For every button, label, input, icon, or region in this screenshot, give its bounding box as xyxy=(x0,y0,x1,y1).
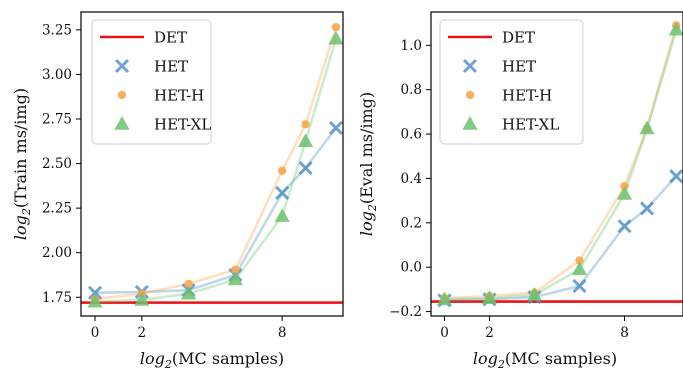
point-het-xl xyxy=(616,185,633,200)
point-het xyxy=(298,160,313,176)
point-het-xl xyxy=(134,291,150,306)
point-het xyxy=(669,169,683,184)
legend-label: DET xyxy=(502,29,535,47)
y-tick-label: 0.2 xyxy=(401,215,422,231)
legend-label: HET-H xyxy=(154,87,204,105)
point-het xyxy=(639,201,655,216)
point-het xyxy=(572,278,587,294)
y-tick-label: 2.25 xyxy=(42,201,72,217)
point-het-xl xyxy=(87,293,103,308)
legend-marker-het-h xyxy=(117,90,127,100)
x-tick-label: 2 xyxy=(138,325,147,341)
y-tick-label: 1.0 xyxy=(401,38,422,54)
point-het-xl xyxy=(526,286,543,301)
x-tick-label: 2 xyxy=(485,325,494,341)
legend-marker-het-h xyxy=(465,90,475,100)
legend: DET HET HET-H HET-XL xyxy=(439,19,584,145)
legend-marker-het-xl xyxy=(114,116,130,130)
point-het-xl xyxy=(274,208,290,222)
y-tick-label: 3.25 xyxy=(42,22,72,38)
point-het-xl xyxy=(639,120,655,135)
legend-label: DET xyxy=(154,29,187,47)
legend: DET HET HET-H HET-XL xyxy=(91,19,212,145)
legend-label: HET xyxy=(502,58,536,76)
y-tick-label: 2.00 xyxy=(42,245,72,261)
point-het-h xyxy=(301,120,310,129)
series-line-het xyxy=(95,127,338,295)
point-het-xl xyxy=(181,285,197,300)
point-het-h xyxy=(277,166,287,175)
legend-marker-het xyxy=(462,58,478,74)
legend-box xyxy=(439,19,584,145)
y-tick-label: 0.6 xyxy=(401,127,422,143)
point-het-xl xyxy=(328,30,344,45)
y-tick-label: 2.50 xyxy=(42,156,72,172)
x-tick-label: 8 xyxy=(278,325,287,341)
point-het xyxy=(617,219,632,234)
y-tick-label: 2.75 xyxy=(42,111,72,127)
point-het xyxy=(275,185,290,201)
point-het-h xyxy=(575,256,584,265)
legend-marker-het xyxy=(114,58,130,74)
legend-box xyxy=(91,19,212,145)
legend-label: HET-XL xyxy=(502,116,559,134)
x-tick-label: 0 xyxy=(91,325,100,341)
x-tick-label: 0 xyxy=(440,325,449,341)
y-tick-label: −0.2 xyxy=(389,304,422,320)
series-line-het xyxy=(444,175,678,302)
y-tick-label: 0.8 xyxy=(401,82,422,98)
y-tick-label: 0.4 xyxy=(401,171,422,187)
legend-label: HET-XL xyxy=(154,116,211,134)
point-het-h xyxy=(331,22,341,32)
y-tick-label: 1.75 xyxy=(42,290,72,306)
y-axis-label: log2(Eval ms/img) xyxy=(357,92,379,236)
point-het-xl xyxy=(481,290,498,305)
legend-label: HET xyxy=(154,58,188,76)
x-tick-label: 8 xyxy=(620,325,629,341)
legend-marker-het-xl xyxy=(462,116,478,130)
x-axis-label: log2(MC samples) xyxy=(473,349,617,370)
x-axis-label: log2(MC samples) xyxy=(140,349,284,370)
point-het-xl xyxy=(668,21,683,36)
point-het xyxy=(87,285,103,300)
y-tick-label: 0.0 xyxy=(401,260,422,276)
point-het-xl xyxy=(571,261,588,276)
point-het-xl xyxy=(297,133,314,148)
point-het-xl xyxy=(436,291,453,306)
y-axis-label: log2(Train ms/img) xyxy=(11,88,33,240)
point-het-h xyxy=(184,279,193,289)
plot-frame xyxy=(430,11,683,317)
legend-label: HET-H xyxy=(502,87,552,105)
point-het-xl xyxy=(227,271,243,286)
point-het-h xyxy=(231,265,240,274)
y-tick-label: 3.00 xyxy=(42,67,72,83)
point-het xyxy=(328,120,344,135)
chart-panel-2: 0 2 8 −0.2 0.0 0.2 0.4 0.6 0.8 1.0 log2(MC samples… xyxy=(357,11,683,370)
chart-panel-1: 0 2 8 1.75 2.00 2.25 2.50 2.75 3.00 3.25 log2(MC s… xyxy=(11,11,344,370)
